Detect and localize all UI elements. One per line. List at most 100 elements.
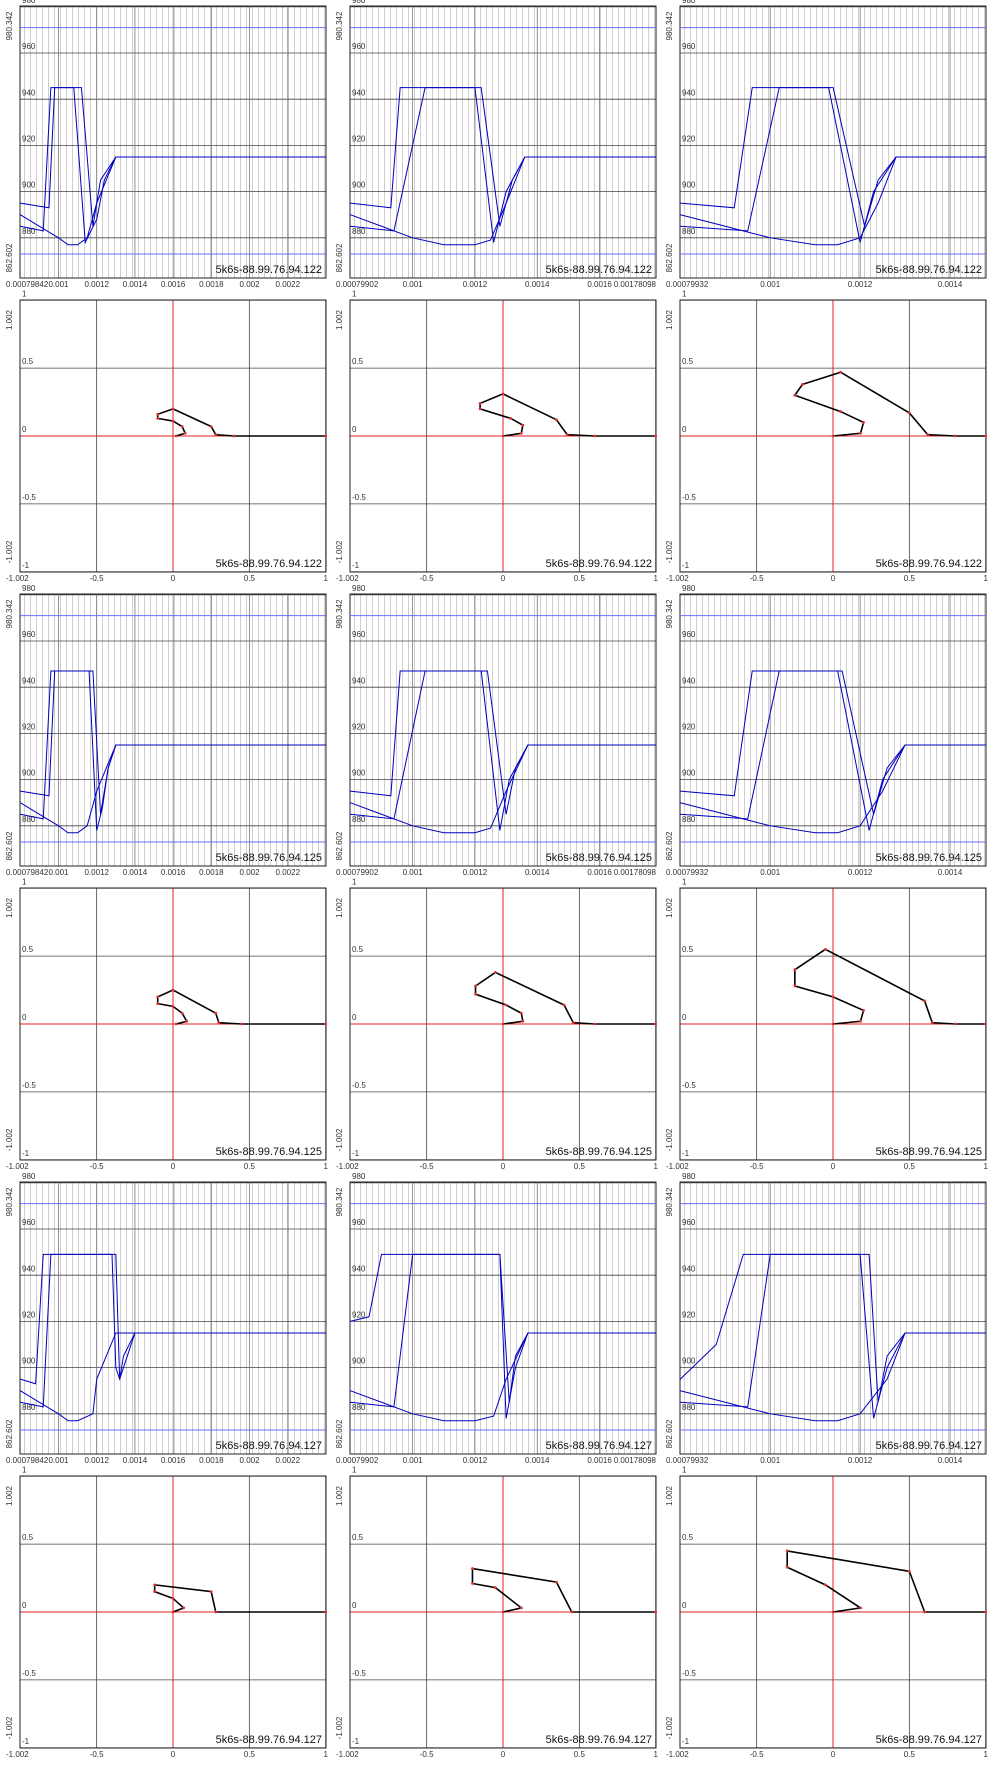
y-tick-label: 0 [682,1013,687,1022]
x-tick-label: 0.0018 [199,280,224,289]
y-tick-label: 0.5 [352,357,364,366]
x-tick-label: 0.0014 [525,868,550,877]
y-tick-label: -1.002 [665,1716,674,1739]
panel: 862.602 880 900 920 940 960 980 980.342 0.000799… [335,584,656,877]
phase-curve [156,988,328,1026]
y-tick-label: -1 [682,1737,690,1746]
y-tick-label: 880 [22,1403,36,1412]
panel: 862.602 880 900 920 940 960 980 980.342 0.000799… [665,584,987,877]
annotation: 5k6s-88.99.76.94.127 [216,1440,322,1452]
x-tick-label: 0.5 [574,1162,586,1171]
annotation: 5k6s-88.99.76.94.127 [216,1734,322,1746]
trace-line [20,1332,326,1422]
y-tick-label: 940 [682,1264,696,1273]
y-tick-label: -1.002 [665,1128,674,1151]
y-tick-label: 862.602 [5,243,14,272]
y-tick-label: -1 [22,561,30,570]
trace-line [20,744,326,834]
y-tick-label: 880 [682,1403,696,1412]
y-tick-label: -1 [352,1737,360,1746]
x-tick-label: -1.002 [666,1750,689,1759]
trace-line [680,670,986,831]
x-tick-label: 0 [171,1750,176,1759]
annotation: 5k6s-88.99.76.94.125 [876,852,982,864]
x-tick-label: 0.0018 [199,868,224,877]
y-tick-label: 960 [352,1218,366,1227]
minor-grid [680,6,986,278]
y-tick-label: 920 [352,1311,366,1320]
panel: -1.002-1-0.500.511.002-1.002 -0.5 0 0.5 15k6… [665,877,988,1171]
x-tick-label: 0.001 [760,868,781,877]
trace-line [350,156,656,246]
annotation: 5k6s-88.99.76.94.125 [216,852,322,864]
panel: 862.602 880 900 920 940 960 980 980.342 0.000799… [335,0,656,289]
y-tick-label: 980.342 [5,599,14,628]
y-tick-label: 900 [682,181,696,190]
x-tick-label: 0.00079932 [666,280,709,289]
y-tick-label: 0.5 [352,945,364,954]
phase-curve [474,971,658,1026]
y-tick-label: 940 [22,88,36,97]
annotation: 5k6s-88.99.76.94.127 [546,1734,652,1746]
y-tick-label: 0 [352,1601,357,1610]
y-tick-label: 862.602 [665,1419,674,1448]
x-tick-label: 0.001 [48,868,69,877]
x-tick-label: -0.5 [90,1162,104,1171]
trace-line [350,87,656,243]
y-tick-label: 960 [352,42,366,51]
x-tick-label: 0.00079932 [666,1456,709,1465]
y-tick-label: 1.002 [335,897,344,918]
y-tick-label: 0.5 [682,945,694,954]
y-tick-label: 900 [352,181,366,190]
y-tick-label: 980.342 [335,11,344,40]
y-tick-label: -0.5 [22,1669,36,1678]
y-tick-label: 960 [682,42,696,51]
x-tick-label: 0.001 [403,868,424,877]
x-tick-label: 0.5 [244,1162,256,1171]
y-tick-label: -0.5 [682,493,696,502]
y-tick-label: -1.002 [5,1716,14,1739]
panel: -1.002-1-0.500.511.002-1.002 -0.5 0 0.5 15k6… [5,1465,328,1759]
y-tick-label: 980 [682,0,696,5]
x-tick-label: 0.0014 [525,1456,550,1465]
trace-line [20,670,326,831]
trace-line [350,744,656,834]
x-tick-label: 0.001 [760,280,781,289]
x-tick-label: 0.0016 [587,868,612,877]
panel: -1.002-1-0.500.511.002-1.002 -0.5 0 0.5 15k6… [5,289,328,583]
x-tick-label: 0 [501,574,506,583]
y-tick-label: 0 [352,1013,357,1022]
x-tick-label: 0.0014 [123,1456,148,1465]
x-tick-label: 0.0012 [463,868,488,877]
x-tick-label: -0.5 [750,574,764,583]
y-tick-label: -0.5 [352,493,366,502]
x-tick-label: 0.002 [240,280,261,289]
y-tick-label: 980 [22,0,36,5]
trace-line [680,744,986,834]
x-tick-label: 0.00079932 [666,868,709,877]
y-tick-label: 880 [22,227,36,236]
y-tick-label: -1 [352,1149,360,1158]
panel: 862.602 880 900 920 940 960 980 980.342 0.000799… [665,0,987,289]
x-tick-label: 0.0012 [463,280,488,289]
panel: 862.602 880 900 920 940 960 980 980.342 0.000798… [5,0,327,289]
panel: 862.602 880 900 920 940 960 980 980.342 0.000798… [5,1172,327,1465]
x-tick-label: 1 [653,1162,658,1171]
x-tick-label: -1.002 [336,574,359,583]
y-tick-label: 920 [352,723,366,732]
y-tick-label: -0.5 [352,1669,366,1678]
y-tick-label: 920 [22,723,36,732]
y-tick-label: 920 [22,1311,36,1320]
y-tick-label: 980 [682,584,696,593]
x-tick-label: 1 [983,1162,988,1171]
phase-curve [793,370,988,438]
x-tick-label: 1 [983,574,988,583]
y-tick-label: -1 [22,1737,30,1746]
x-tick-label: 0.0012 [848,1456,873,1465]
annotation: 5k6s-88.99.76.94.122 [876,558,982,570]
y-tick-label: 940 [22,1264,36,1273]
x-tick-label: 0.5 [904,574,916,583]
annotation: 5k6s-88.99.76.94.127 [876,1440,982,1452]
x-tick-label: 0.0014 [525,280,550,289]
y-tick-label: -1 [682,1149,690,1158]
